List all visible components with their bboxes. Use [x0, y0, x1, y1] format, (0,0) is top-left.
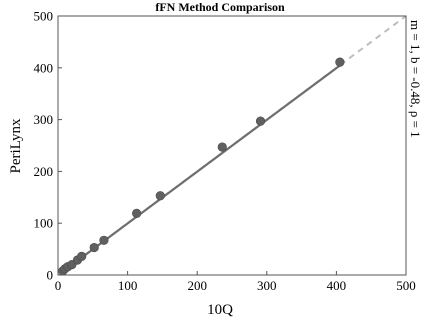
x-tick-label: 300 [257, 278, 277, 293]
x-tick-label: 400 [327, 278, 347, 293]
fit-line-layer [62, 64, 341, 273]
fit-annotation: m = 1, b = -0.48, ρ = 1 [408, 20, 423, 138]
data-point [155, 191, 165, 201]
chart-title: fFN Method Comparison [155, 0, 285, 14]
plot-frame [57, 15, 407, 276]
x-tick-label: 200 [187, 278, 207, 293]
data-point [99, 235, 109, 245]
data-point [255, 116, 266, 126]
data-point [77, 251, 87, 261]
data-points [58, 57, 345, 276]
x-axis-label: 10Q [207, 302, 233, 318]
y-tick-label: 500 [34, 9, 54, 24]
data-point [335, 57, 345, 67]
x-tick-label: 500 [396, 278, 416, 293]
fit-line [62, 64, 341, 273]
y-axis-ticks: 0 100 200 300 400 500 [34, 9, 62, 283]
x-axis-ticks: 0 100 200 300 400 500 [55, 271, 416, 293]
y-tick-label: 300 [34, 112, 54, 127]
y-tick-label: 100 [34, 216, 54, 231]
y-tick-label: 400 [34, 60, 54, 75]
y-tick-label: 200 [34, 164, 54, 179]
y-tick-label: 0 [47, 268, 54, 283]
y-axis-label: PeriLynx [8, 118, 24, 173]
data-point [217, 142, 227, 152]
data-point [89, 242, 99, 253]
data-point [132, 208, 142, 218]
x-tick-label: 100 [118, 278, 138, 293]
x-tick-label: 0 [55, 278, 62, 293]
